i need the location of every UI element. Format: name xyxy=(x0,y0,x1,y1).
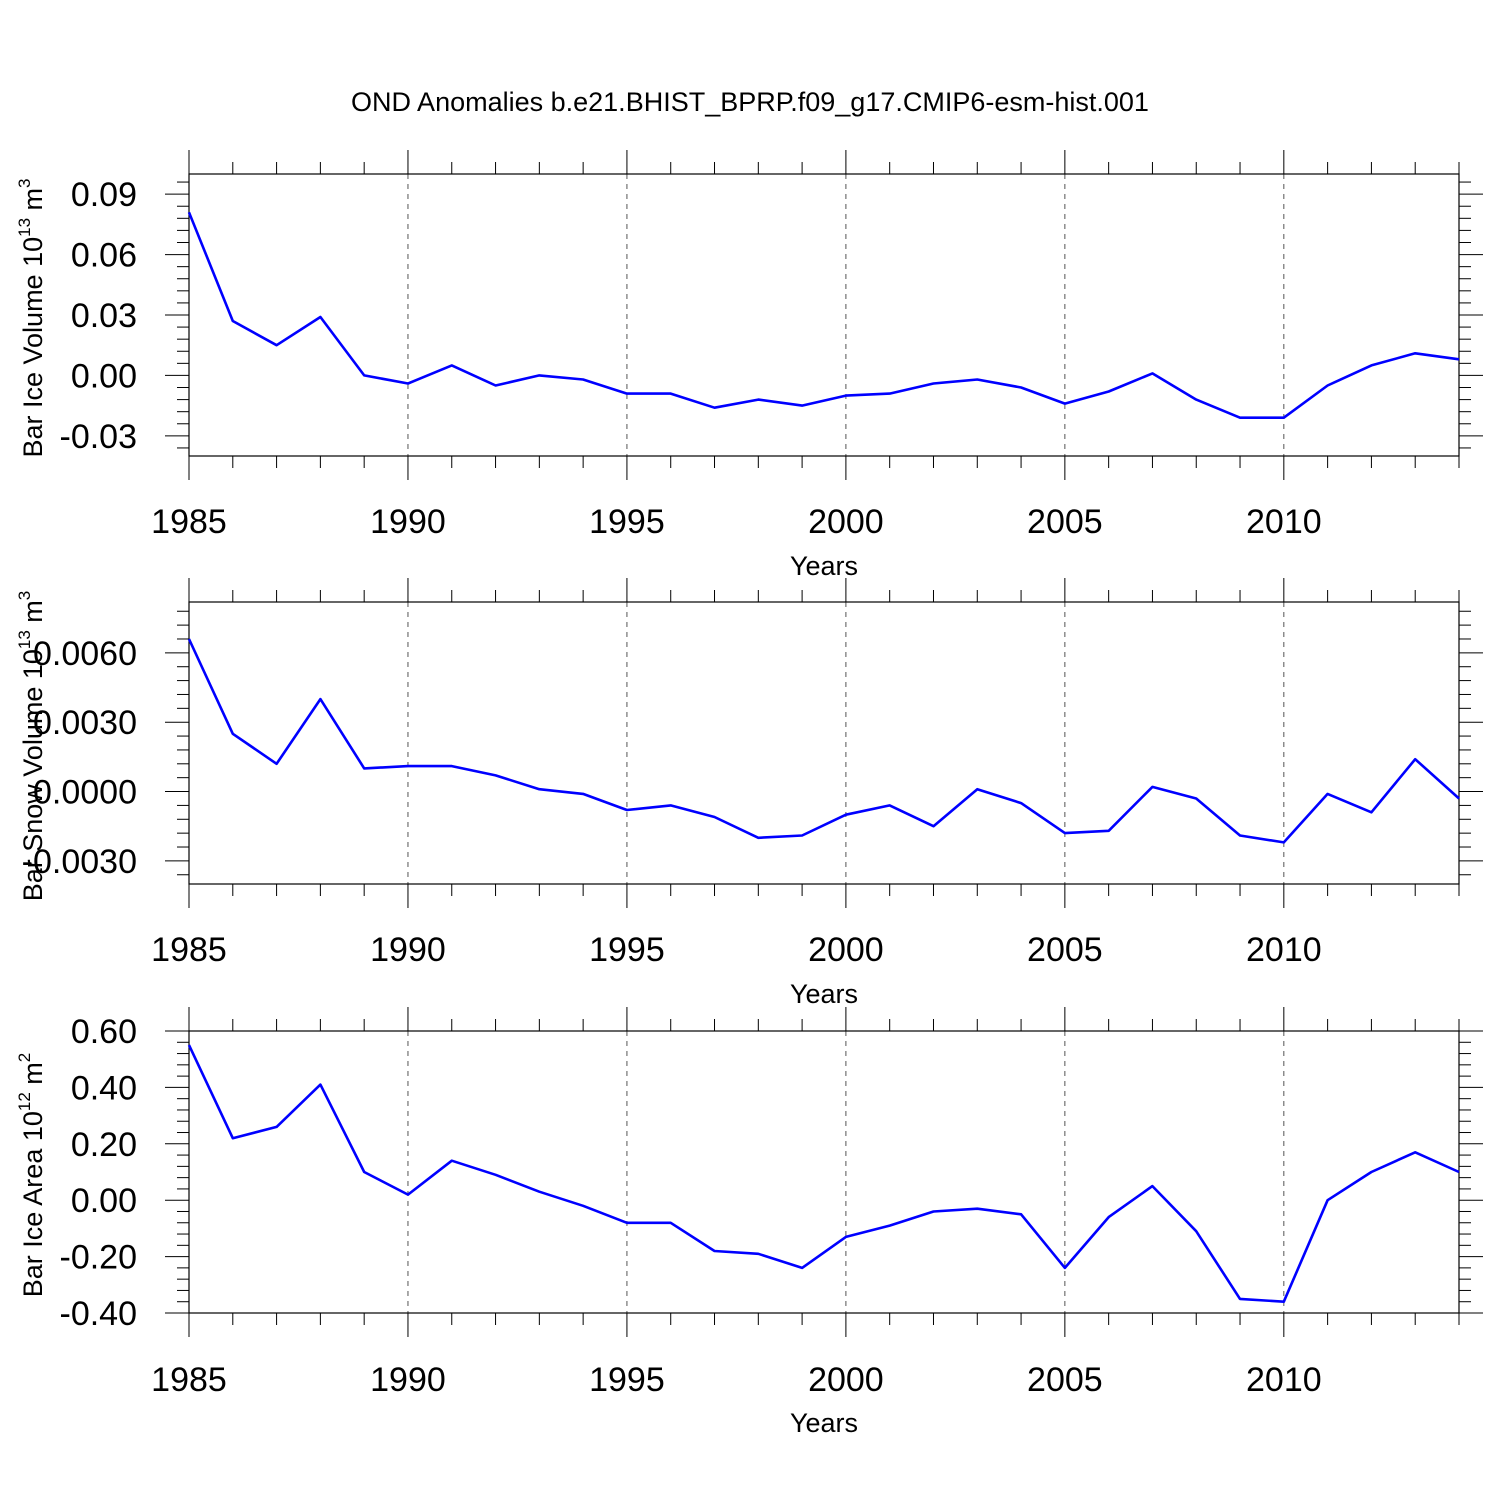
y-tick-label: 0.00 xyxy=(71,357,137,395)
x-axis-label: Years xyxy=(790,1408,858,1438)
x-tick-label: 1990 xyxy=(370,1361,446,1399)
y-tick-label: 0.40 xyxy=(71,1069,137,1107)
panel-ice-volume: 1985 1990 1995 2000 2005 2010 0.090.060.030.0… xyxy=(15,150,1483,581)
y-tick-labels: 0.60 0.40 0.20 0.00 -0.20 -0.40 xyxy=(60,1013,138,1333)
y-label-main: Bar Snow Volume 10 xyxy=(18,649,48,901)
y-label-unit: m xyxy=(18,600,48,630)
x-tick-label: 1985 xyxy=(151,931,227,969)
x-tick-label: 1990 xyxy=(370,931,446,969)
x-tick-label: 1995 xyxy=(589,503,665,541)
x-axis-label: Years xyxy=(790,551,858,581)
chart-title: OND Anomalies b.e21.BHIST_BPRP.f09_g17.C… xyxy=(351,87,1149,117)
x-tick-label: 2000 xyxy=(808,931,884,969)
x-tick-label: 2010 xyxy=(1246,1361,1322,1399)
x-tick-labels: 1985 1990 1995 2000 2005 2010 xyxy=(151,503,1321,541)
x-tick-label: 1985 xyxy=(151,503,227,541)
x-tick-label: 1985 xyxy=(151,1361,227,1399)
y-label-unit: m xyxy=(18,188,48,218)
y-tick-label: 0.03 xyxy=(71,297,137,335)
y-tick-label: 0.20 xyxy=(71,1126,137,1164)
x-tick-label: 2005 xyxy=(1027,1361,1103,1399)
plot-frame xyxy=(188,173,1460,457)
y-tick-label: 0.06 xyxy=(71,237,137,275)
y-label-main: Bar Ice Area 10 xyxy=(18,1111,48,1297)
x-tick-label: 2000 xyxy=(808,503,884,541)
x-grid xyxy=(407,602,1285,884)
series-line-snow-volume xyxy=(187,638,1460,844)
y-axis-label: Bar Ice Volume 1013 m3 xyxy=(15,178,48,457)
tick-marks xyxy=(165,1007,1483,1337)
y-label-unit-exponent: 2 xyxy=(15,1053,34,1062)
x-tick-label: 2005 xyxy=(1027,931,1103,969)
y-label-exponent: 13 xyxy=(15,630,34,649)
tick-marks xyxy=(165,150,1483,480)
y-label-unit-exponent: 3 xyxy=(15,591,34,600)
y-tick-label: -0.0030 xyxy=(22,843,137,881)
y-tick-labels: 0.09 0.06 0.03 0.00 -0.03 xyxy=(60,176,138,456)
y-tick-label: -0.40 xyxy=(60,1295,138,1333)
tick-marks xyxy=(165,578,1483,908)
x-tick-labels: 1985 1990 1995 2000 2005 2010 xyxy=(151,931,1321,969)
x-tick-label: 1990 xyxy=(370,503,446,541)
x-grid xyxy=(407,174,1285,456)
x-tick-label: 1995 xyxy=(589,1361,665,1399)
plot-frame xyxy=(188,601,1460,885)
x-tick-label: 2000 xyxy=(808,1361,884,1399)
y-tick-labels: 0.0060 0.0030 0.0000 -0.0030 xyxy=(22,635,137,881)
plot-frame xyxy=(188,1030,1460,1314)
panel-snow-volume: 1985 1990 1995 2000 2005 2010 0.00600.00300.0… xyxy=(15,578,1483,1009)
y-tick-label: 0.0060 xyxy=(33,635,137,673)
y-axis-label: Bar Snow Volume 1013 m3 xyxy=(15,591,48,902)
y-tick-label: -0.20 xyxy=(60,1239,138,1277)
series-line-ice-volume xyxy=(187,211,1460,420)
x-tick-labels: 1985 1990 1995 2000 2005 2010 xyxy=(151,1361,1321,1399)
y-axis-label: Bar Ice Area 1012 m2 xyxy=(15,1053,48,1298)
y-tick-label: 0.00 xyxy=(71,1182,137,1220)
panel-ice-area: 1985 1990 1995 2000 2005 2010 0.60 0.40 0.20 0.0… xyxy=(15,1007,1483,1438)
x-tick-label: 2010 xyxy=(1246,931,1322,969)
y-tick-label: -0.03 xyxy=(60,418,138,456)
x-grid xyxy=(407,1031,1285,1313)
y-label-exponent: 12 xyxy=(15,1092,34,1111)
y-tick-label: 0.0030 xyxy=(33,704,137,742)
series-line-ice-area xyxy=(187,1044,1460,1303)
x-tick-label: 1995 xyxy=(589,931,665,969)
x-axis-label: Years xyxy=(790,979,858,1009)
x-tick-label: 2010 xyxy=(1246,503,1322,541)
y-tick-label: 0.09 xyxy=(71,176,137,214)
y-label-main: Bar Ice Volume 10 xyxy=(18,237,48,458)
x-tick-label: 2005 xyxy=(1027,503,1103,541)
y-label-unit-exponent: 3 xyxy=(15,178,34,187)
y-label-unit: m xyxy=(18,1062,48,1092)
y-label-exponent: 13 xyxy=(15,218,34,237)
y-tick-label: 0.0000 xyxy=(33,774,137,812)
y-tick-label: 0.60 xyxy=(71,1013,137,1051)
